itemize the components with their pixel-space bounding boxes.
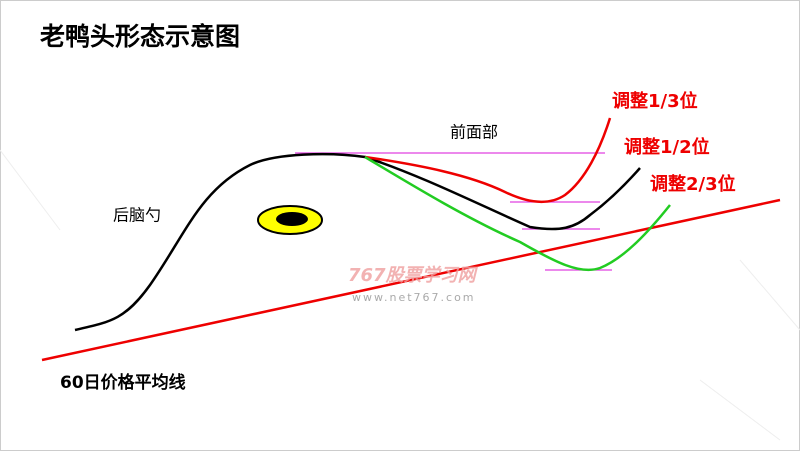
- duck-pupil: [276, 212, 308, 226]
- back-label: 后脑勺: [113, 206, 161, 225]
- front-label: 前面部: [450, 123, 498, 142]
- adjust-2-3-curve: [364, 155, 671, 272]
- background-lines: [0, 149, 800, 441]
- ma60-line: [41, 198, 781, 362]
- watermark: 767股票学习网: [348, 265, 479, 286]
- title: 老鸭头形态示意图: [40, 22, 240, 51]
- adjust-label: 调整1/2位: [624, 136, 710, 158]
- adjust-label: 调整2/3位: [650, 173, 736, 195]
- adjust-1-3-curve: [364, 117, 612, 204]
- price-curve: [74, 152, 641, 332]
- adjust-label: 调整1/3位: [612, 90, 698, 112]
- ma60-label: 60日价格平均线: [60, 372, 186, 393]
- watermark-url: www.net767.com: [352, 291, 476, 304]
